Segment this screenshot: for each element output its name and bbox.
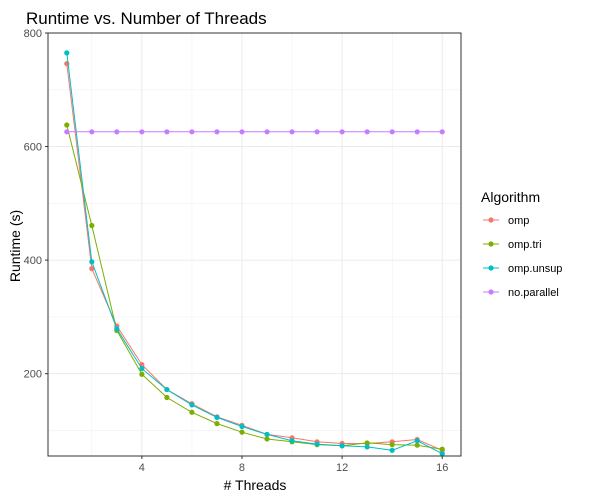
data-point-no.parallel: [414, 129, 420, 135]
data-point-no.parallel: [139, 129, 145, 135]
data-point-omp.tri: [189, 409, 195, 415]
data-point-no.parallel: [439, 129, 445, 135]
data-point-no.parallel: [214, 129, 220, 135]
data-point-no.parallel: [289, 129, 295, 135]
data-point-omp.unsup: [89, 259, 95, 265]
data-point-omp.tri: [139, 371, 145, 377]
data-point-no.parallel: [239, 129, 245, 135]
data-point-omp.unsup: [164, 386, 170, 393]
legend-key-point-omp.tri: [488, 241, 494, 247]
y-tick-label: 600: [24, 142, 42, 154]
data-point-omp: [89, 266, 95, 272]
x-tick-label: 4: [139, 462, 145, 474]
data-point-omp.tri: [64, 122, 70, 128]
legend-key-point-omp: [488, 217, 494, 223]
data-point-no.parallel: [364, 129, 370, 135]
data-point-omp.unsup: [139, 365, 145, 372]
data-point-omp.unsup: [114, 326, 120, 332]
data-point-no.parallel: [264, 129, 270, 135]
data-point-no.parallel: [114, 129, 120, 135]
legend-label-no.parallel: no.parallel: [508, 287, 559, 299]
plot-area: 4 8 12 16 200 400 600 800: [24, 28, 462, 474]
data-point-omp.tri: [264, 436, 270, 442]
data-point-omp.tri: [164, 394, 170, 401]
data-point-omp.tri: [239, 429, 245, 435]
y-axis-title: Runtime (s): [7, 210, 23, 282]
data-point-no.parallel: [64, 129, 70, 135]
series-line-omp.unsup: [66, 52, 443, 455]
data-point-no.parallel: [189, 129, 195, 135]
data-point-omp.tri: [439, 446, 445, 452]
data-point-no.parallel: [389, 129, 395, 135]
series-line-omp: [66, 63, 443, 451]
data-point-no.parallel: [89, 129, 95, 135]
x-tick-label: 16: [436, 462, 448, 474]
data-point-omp.unsup: [314, 441, 320, 447]
data-point-omp.tri: [414, 442, 420, 448]
series-line-omp.tri: [66, 124, 443, 450]
data-point-omp.unsup: [414, 438, 420, 444]
data-point-omp.tri: [389, 442, 395, 448]
data-point-omp.unsup: [339, 443, 345, 449]
legend-label-omp.tri: omp.tri: [508, 239, 542, 251]
legend-label-omp.unsup: omp.unsup: [508, 263, 562, 275]
data-point-omp.unsup: [189, 402, 195, 408]
data-point-no.parallel: [314, 129, 320, 135]
legend-label-omp: omp: [508, 215, 529, 227]
data-point-omp.tri: [364, 440, 370, 446]
data-point-omp.unsup: [239, 423, 245, 430]
legend: Algorithm omp omp.tri omp.unsup no.parallel: [481, 189, 562, 299]
y-tick-label: 400: [24, 255, 42, 267]
legend-key-point-omp.unsup: [488, 265, 494, 271]
data-point-omp.unsup: [364, 444, 370, 450]
x-axis-title: # Threads: [224, 477, 287, 493]
data-point-omp.unsup: [64, 50, 70, 56]
data-point-omp.unsup: [439, 451, 445, 457]
data-point-no.parallel: [339, 129, 345, 135]
data-point-omp.tri: [214, 421, 220, 427]
data-point-omp.unsup: [264, 431, 270, 438]
data-point-omp.tri: [89, 222, 95, 229]
panel-border: [47, 32, 462, 457]
y-tick-label: 800: [24, 28, 42, 40]
x-tick-label: 8: [239, 462, 245, 474]
data-point-no.parallel: [164, 129, 170, 135]
legend-key-point-no.parallel: [488, 289, 494, 295]
chart-title: Runtime vs. Number of Threads: [26, 9, 267, 28]
legend-title: Algorithm: [481, 189, 540, 205]
data-point-omp.unsup: [289, 438, 295, 444]
data-point-omp.unsup: [214, 414, 220, 420]
data-point-omp.unsup: [389, 447, 395, 453]
x-tick-label: 12: [336, 462, 348, 474]
y-tick-label: 200: [24, 369, 42, 381]
